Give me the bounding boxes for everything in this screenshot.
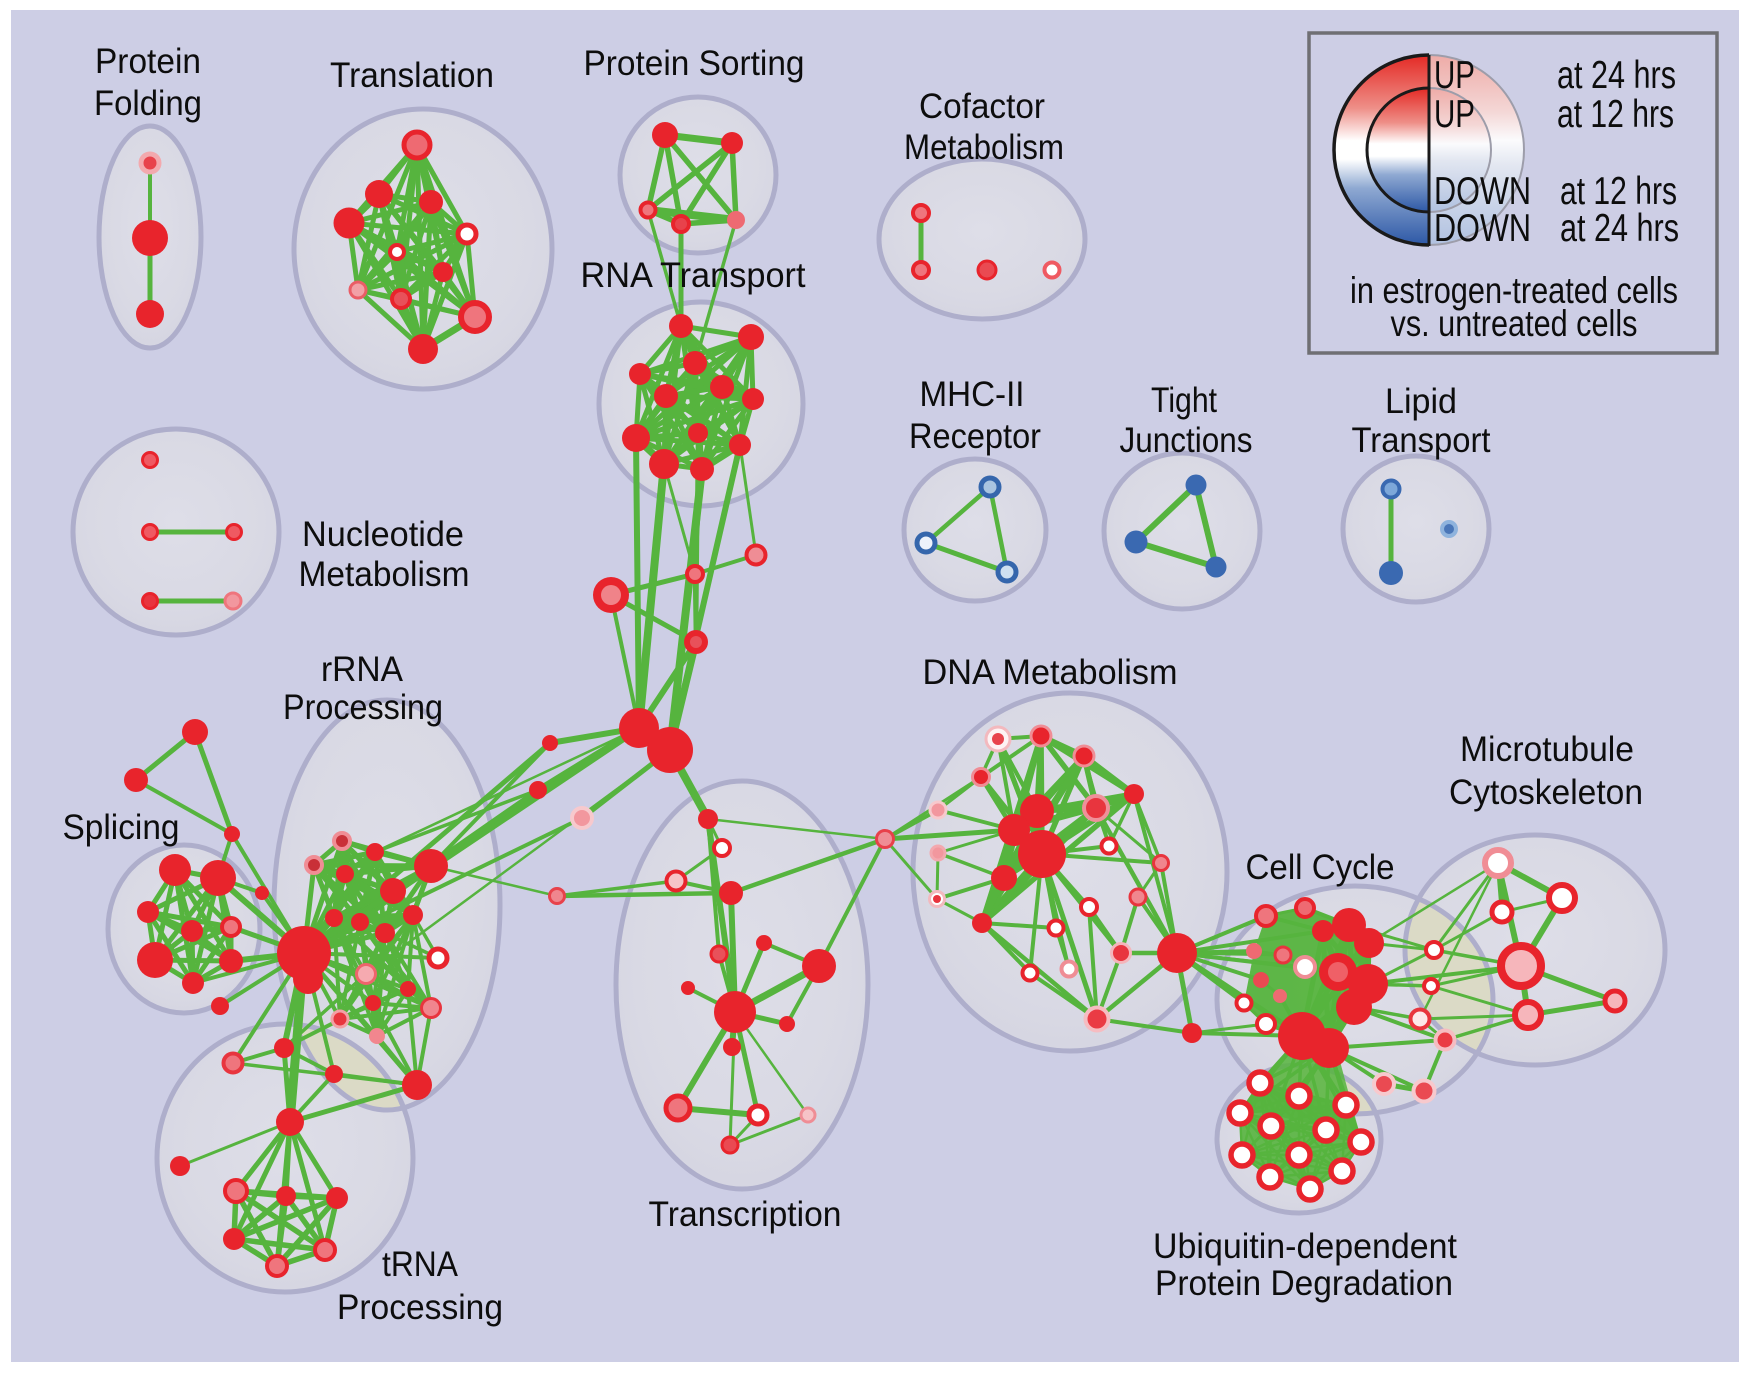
svg-text:Metabolism: Metabolism [299,555,470,594]
svg-text:vs. untreated cells: vs. untreated cells [1391,303,1638,344]
svg-text:at 24 hrs: at 24 hrs [1557,54,1676,97]
svg-text:Protein Sorting: Protein Sorting [584,44,805,83]
svg-text:tRNA: tRNA [382,1245,459,1284]
svg-text:Nucleotide: Nucleotide [302,515,464,554]
svg-text:rRNA: rRNA [321,650,404,689]
svg-text:Transport: Transport [1352,421,1491,460]
svg-text:DNA Metabolism: DNA Metabolism [923,653,1178,692]
svg-text:Microtubule: Microtubule [1460,730,1634,769]
svg-text:Receptor: Receptor [909,417,1041,456]
svg-text:Lipid: Lipid [1385,382,1457,421]
svg-text:Translation: Translation [330,56,494,95]
svg-text:Metabolism: Metabolism [904,128,1064,167]
svg-text:Cofactor: Cofactor [919,87,1045,126]
svg-text:DOWN: DOWN [1434,170,1531,213]
svg-text:UP: UP [1434,54,1475,97]
svg-text:Protein: Protein [95,42,201,81]
svg-text:Cytoskeleton: Cytoskeleton [1449,773,1643,812]
svg-text:at 12 hrs: at 12 hrs [1557,93,1674,136]
svg-text:Transcription: Transcription [649,1195,842,1234]
svg-text:at 24 hrs: at 24 hrs [1560,207,1679,250]
svg-text:Folding: Folding [94,84,202,123]
svg-text:Processing: Processing [283,688,443,727]
svg-text:Splicing: Splicing [63,808,180,847]
svg-text:RNA Transport: RNA Transport [581,256,806,295]
svg-text:Protein Degradation: Protein Degradation [1155,1264,1453,1303]
svg-text:at 12 hrs: at 12 hrs [1560,170,1677,213]
svg-text:DOWN: DOWN [1434,207,1531,250]
svg-text:Junctions: Junctions [1120,421,1253,460]
svg-text:Ubiquitin-dependent: Ubiquitin-dependent [1153,1227,1457,1266]
svg-text:Processing: Processing [337,1288,503,1327]
svg-text:UP: UP [1434,93,1475,136]
svg-text:Tight: Tight [1151,381,1217,420]
svg-text:Cell Cycle: Cell Cycle [1246,848,1395,887]
svg-text:in estrogen-treated cells: in estrogen-treated cells [1350,270,1678,311]
svg-text:MHC-II: MHC-II [920,375,1025,414]
